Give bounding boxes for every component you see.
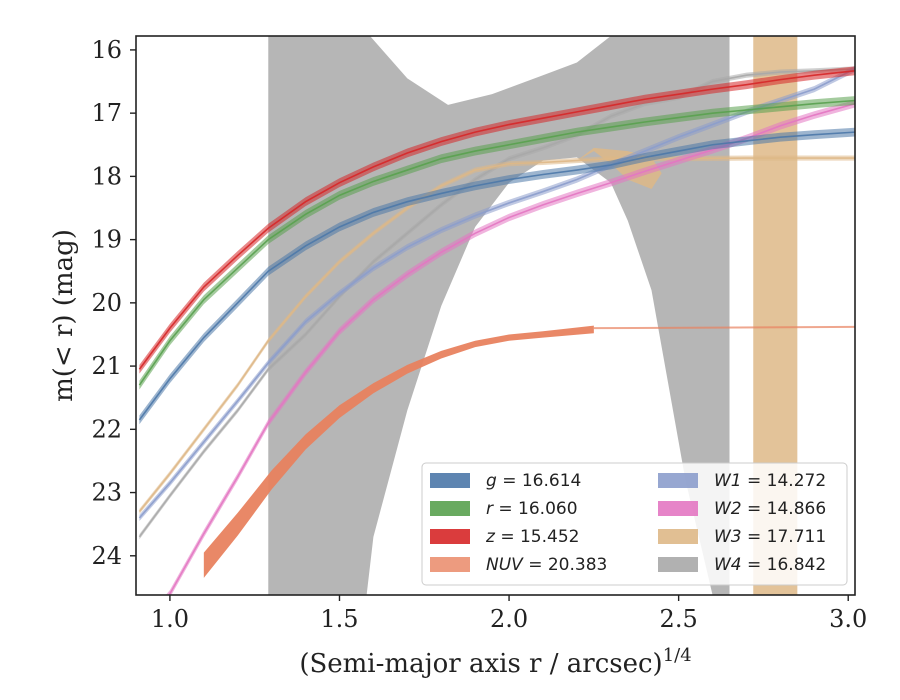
legend-label-w3: W3 = 17.711	[714, 527, 826, 547]
y-tick-label: 16	[91, 36, 122, 64]
y-axis-title: m(< r) (mag)	[49, 229, 79, 402]
series-nuv-extension-line	[593, 325, 855, 330]
y-tick-label: 20	[91, 289, 122, 317]
legend-label-w2: W2 = 14.866	[714, 499, 826, 519]
y-tick-label: 21	[91, 352, 122, 380]
x-tick-label: 2.5	[660, 605, 698, 633]
legend-swatch-nuv	[430, 557, 470, 572]
legend-label-w4: W4 = 16.842	[714, 555, 826, 575]
legend-label-w1: W1 = 14.272	[714, 471, 826, 491]
y-tick-label: 24	[91, 542, 122, 570]
series-nuv-band	[203, 325, 594, 578]
y-tick-label: 23	[91, 479, 122, 507]
legend-swatch-w3	[658, 529, 698, 544]
x-tick-label: 2.0	[490, 605, 528, 633]
series-z-line	[138, 69, 855, 370]
legend-label-nuv: NUV = 20.383	[486, 555, 607, 575]
x-tick-label: 3.0	[829, 605, 867, 633]
legend-swatch-r	[430, 501, 470, 516]
legend-swatch-w2	[658, 501, 698, 516]
x-tick-label: 1.5	[320, 605, 358, 633]
legend: g = 16.614 r = 16.060 z = 15.452 NUV = 20.3…	[421, 462, 848, 586]
plot-area	[138, 36, 855, 595]
x-axis: 1.0 1.5 2.0 2.5 3.0	[151, 595, 867, 633]
series-r-line	[138, 99, 855, 386]
series-g-line	[138, 131, 855, 421]
legend-swatch-z	[430, 529, 470, 544]
y-tick-label: 17	[91, 99, 122, 127]
series-w1-line	[138, 68, 855, 519]
legend-box	[421, 462, 848, 586]
legend-label-g: g = 16.614	[486, 471, 581, 491]
x-axis-title: (Semi-major axis r / arcsec)1/4	[299, 645, 691, 679]
x-tick-label: 1.0	[151, 605, 189, 633]
plot-frame	[135, 35, 856, 596]
y-tick-label: 18	[91, 162, 122, 190]
legend-swatch-g	[430, 473, 470, 488]
y-tick-label: 22	[91, 415, 122, 443]
legend-label-z: z = 15.452	[485, 527, 579, 547]
y-axis: 16 17 18 19 20 21 22 23 24	[91, 36, 136, 570]
legend-label-r: r = 16.060	[486, 499, 578, 519]
legend-swatch-w1	[658, 473, 698, 488]
legend-swatch-w4	[658, 557, 698, 572]
y-tick-label: 19	[91, 226, 122, 254]
